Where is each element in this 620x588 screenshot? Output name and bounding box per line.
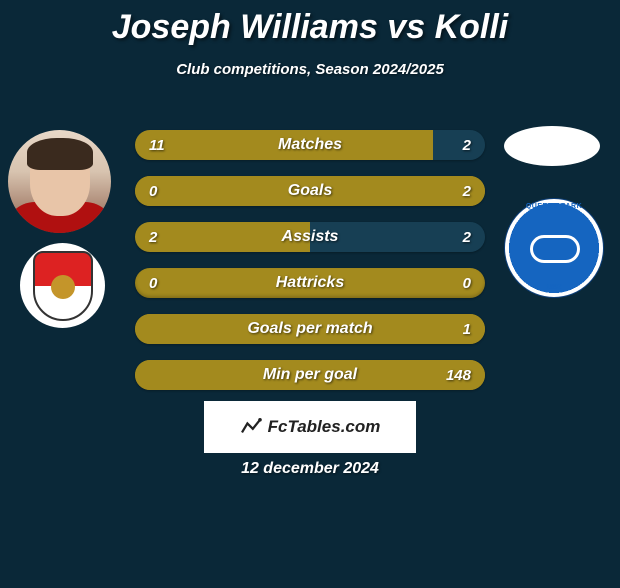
stat-fill-right bbox=[433, 130, 486, 160]
bristol-badge-icon bbox=[33, 251, 93, 321]
stat-label: Goals bbox=[288, 182, 332, 200]
right-player-column: QUEENS PARK 1882 bbox=[500, 126, 610, 298]
stat-left-value: 2 bbox=[149, 229, 157, 246]
stat-row: 0 Goals 2 bbox=[135, 176, 485, 206]
stat-label: Hattricks bbox=[276, 274, 344, 292]
date-text: 12 december 2024 bbox=[0, 460, 620, 478]
qpr-text-icon: QUEENS PARK bbox=[505, 203, 603, 210]
stat-right-value: 2 bbox=[463, 183, 471, 200]
player1-hair bbox=[27, 138, 93, 170]
stat-row: Goals per match 1 bbox=[135, 314, 485, 344]
page-title: Joseph Williams vs Kolli bbox=[0, 8, 620, 47]
stat-right-value: 148 bbox=[446, 367, 471, 384]
stat-label: Min per goal bbox=[263, 366, 357, 384]
stat-label: Assists bbox=[282, 228, 339, 246]
stat-right-value: 0 bbox=[463, 275, 471, 292]
watermark[interactable]: FcTables.com bbox=[204, 401, 416, 453]
stats-container: 11 Matches 2 0 Goals 2 2 Assists 2 0 Hattricks 0 Goa… bbox=[135, 130, 485, 406]
stat-left-value: 0 bbox=[149, 183, 157, 200]
page-subtitle: Club competitions, Season 2024/2025 bbox=[0, 61, 620, 78]
left-player-column bbox=[8, 130, 118, 328]
player2-photo bbox=[504, 126, 600, 166]
stat-label: Goals per match bbox=[247, 320, 372, 338]
watermark-text: FcTables.com bbox=[268, 417, 381, 437]
stat-right-value: 1 bbox=[463, 321, 471, 338]
stat-left-value: 0 bbox=[149, 275, 157, 292]
player2-club-badge: QUEENS PARK 1882 bbox=[504, 198, 604, 298]
stat-right-value: 2 bbox=[463, 137, 471, 154]
stat-row: 11 Matches 2 bbox=[135, 130, 485, 160]
stat-row: 0 Hattricks 0 bbox=[135, 268, 485, 298]
logo-icon bbox=[240, 418, 262, 436]
qpr-year-icon: 1882 bbox=[505, 284, 603, 291]
stat-right-value: 2 bbox=[463, 229, 471, 246]
stat-row: Min per goal 148 bbox=[135, 360, 485, 390]
player1-photo bbox=[8, 130, 111, 233]
stat-row: 2 Assists 2 bbox=[135, 222, 485, 252]
stat-left-value: 11 bbox=[149, 137, 165, 154]
qpr-hoop-icon bbox=[530, 235, 580, 263]
player1-club-badge bbox=[20, 243, 105, 328]
stat-label: Matches bbox=[278, 136, 342, 154]
